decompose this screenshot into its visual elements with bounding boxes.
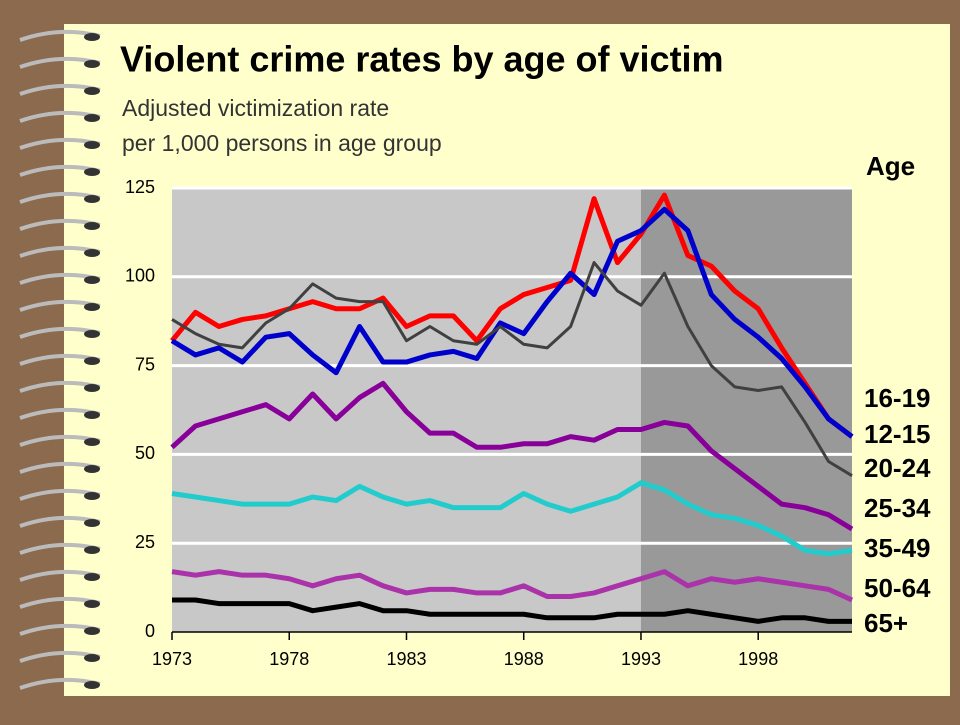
subtitle: per 1,000 persons in age group bbox=[122, 130, 442, 156]
ring-hole bbox=[84, 627, 100, 635]
ring-hole bbox=[84, 60, 100, 68]
legend-label: 12-15 bbox=[864, 419, 931, 449]
series-line bbox=[170, 380, 854, 532]
ring-hole bbox=[84, 195, 100, 203]
shaded-region bbox=[640, 188, 852, 632]
ring-hole bbox=[84, 438, 100, 446]
x-tick-label: 1988 bbox=[504, 649, 544, 669]
y-tick-label: 25 bbox=[135, 532, 155, 552]
y-tick-label: 100 bbox=[125, 266, 155, 286]
ring-hole bbox=[84, 249, 100, 257]
series-line bbox=[171, 480, 853, 557]
legend-label: 20-24 bbox=[864, 453, 931, 483]
y-tick-label: 125 bbox=[125, 177, 155, 197]
ring-hole bbox=[84, 141, 100, 149]
x-tick-label: 1973 bbox=[152, 649, 192, 669]
legend-label: 25-34 bbox=[864, 493, 931, 523]
x-tick-label: 1993 bbox=[621, 649, 661, 669]
ring-hole bbox=[84, 546, 100, 554]
x-tick-label: 1998 bbox=[738, 649, 778, 669]
legend-label: 35-49 bbox=[864, 533, 931, 563]
chart-title: Violent crime rates by age of victim bbox=[120, 39, 724, 80]
ring-hole bbox=[84, 168, 100, 176]
y-tick-label: 0 bbox=[145, 621, 155, 641]
ring-hole bbox=[84, 222, 100, 230]
series-line bbox=[171, 569, 854, 603]
legend-label: 65+ bbox=[864, 608, 908, 638]
subtitle: Adjusted victimization rate bbox=[122, 95, 389, 121]
series-line bbox=[170, 206, 854, 439]
ring-hole bbox=[84, 600, 100, 608]
x-tick-label: 1983 bbox=[386, 649, 426, 669]
series-line bbox=[172, 597, 852, 624]
ring-hole bbox=[84, 573, 100, 581]
series-line bbox=[171, 261, 853, 477]
ring-hole bbox=[84, 492, 100, 500]
ring-hole bbox=[84, 276, 100, 284]
ring-hole bbox=[84, 681, 100, 689]
legend-label: 16-19 bbox=[864, 383, 931, 413]
ring-hole bbox=[84, 303, 100, 311]
ring-hole bbox=[84, 654, 100, 662]
binding bbox=[19, 29, 101, 690]
ring-hole bbox=[84, 330, 100, 338]
ring-hole bbox=[84, 465, 100, 473]
y-tick-label: 50 bbox=[135, 443, 155, 463]
ring-hole bbox=[84, 33, 100, 41]
legend-label: 50-64 bbox=[864, 573, 931, 603]
ring-hole bbox=[84, 411, 100, 419]
ring-hole bbox=[84, 357, 100, 365]
ring-hole bbox=[84, 87, 100, 95]
ring-hole bbox=[84, 114, 100, 122]
ring-hole bbox=[84, 384, 100, 392]
x-tick-label: 1978 bbox=[269, 649, 309, 669]
legend-title: Age bbox=[866, 151, 915, 181]
y-tick-label: 75 bbox=[135, 354, 155, 374]
ring-hole bbox=[84, 519, 100, 527]
